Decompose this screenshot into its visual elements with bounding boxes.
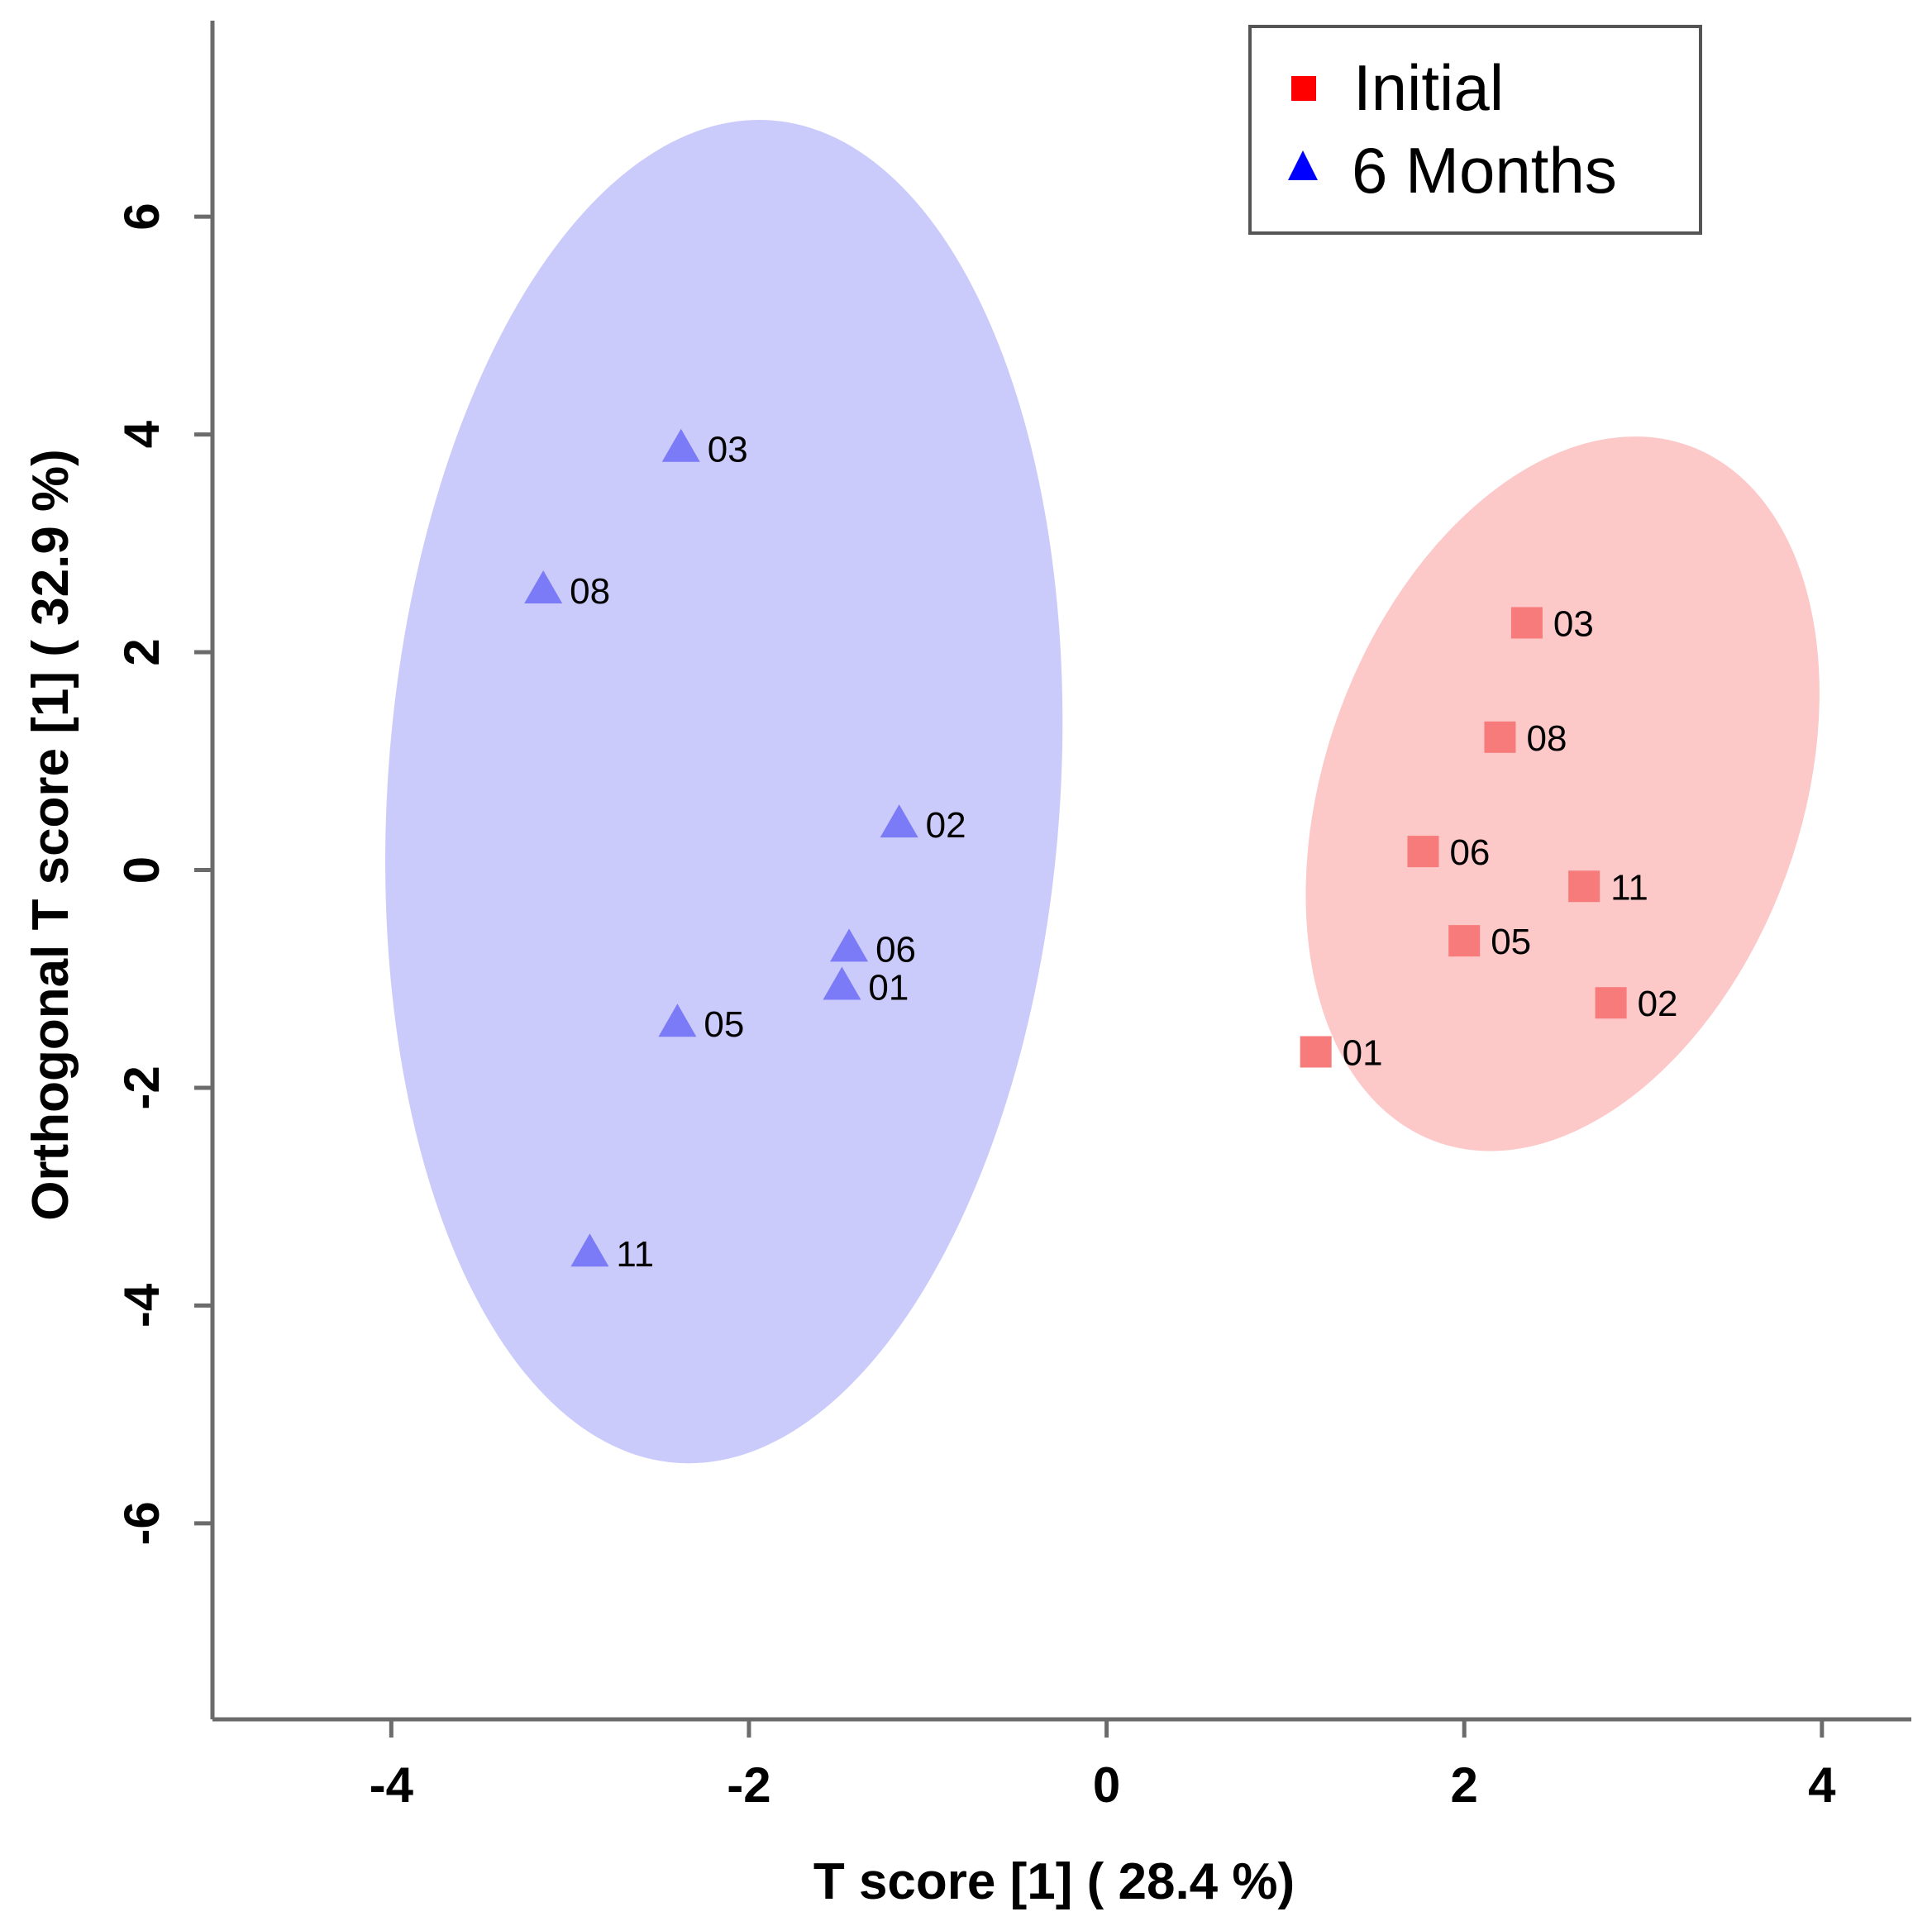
point-initial-03 (1510, 607, 1543, 639)
point-initial-11 (1568, 870, 1600, 903)
y-tick-label-6: 6 (114, 203, 169, 230)
point-label-6-months-03: 03 (708, 430, 748, 470)
point-6-months-05 (658, 1004, 697, 1037)
point-6-months-03 (661, 428, 700, 462)
legend: Initial 6 Months (1248, 25, 1702, 235)
point-6-months-01 (823, 966, 861, 1000)
y-tick-label-4: 4 (114, 420, 169, 448)
x-tick-label-4: 4 (1808, 1757, 1836, 1813)
point-6-months-11 (570, 1233, 609, 1267)
point-initial-01 (1300, 1036, 1332, 1068)
ellipse-initial (1305, 436, 1820, 1151)
point-label-6-months-05: 05 (704, 1004, 744, 1045)
point-initial-05 (1448, 925, 1481, 957)
x-tick-label-2: 2 (1451, 1757, 1478, 1813)
point-label-6-months-06: 06 (875, 929, 916, 970)
point-label-6-months-08: 08 (570, 571, 610, 612)
point-label-initial-06: 06 (1449, 832, 1490, 873)
point-label-6-months-02: 02 (926, 805, 966, 846)
legend-box (1248, 25, 1702, 235)
point-initial-02 (1595, 987, 1627, 1019)
legend-6-months-label: 6 Months (1352, 134, 1617, 207)
point-6-months-06 (830, 928, 869, 962)
point-label-initial-03: 03 (1553, 603, 1594, 644)
y-tick-label--6: -6 (114, 1501, 169, 1545)
point-label-initial-02: 02 (1638, 984, 1678, 1024)
point-label-initial-11: 11 (1610, 867, 1648, 908)
point-label-initial-01: 01 (1343, 1032, 1383, 1073)
y-tick-label-0: 0 (114, 856, 169, 884)
point-6-months-02 (880, 804, 918, 838)
y-axis-title: Orthogonal T score [1] ( 32.9 %) (22, 449, 79, 1221)
point-label-6-months-11: 11 (616, 1234, 654, 1275)
x-tick-label--4: -4 (370, 1757, 414, 1813)
y-tick-label-2: 2 (114, 638, 169, 665)
point-label-6-months-01: 01 (868, 967, 909, 1008)
x-axis-title: T score [1] ( 28.4 %) (813, 1853, 1295, 1910)
point-initial-08 (1484, 721, 1516, 753)
ellipse-6-months (385, 120, 1063, 1464)
x-tick-label--2: -2 (727, 1757, 770, 1813)
y-tick-label--2: -2 (114, 1065, 169, 1109)
legend-6-months-marker (1288, 150, 1318, 180)
y-tick-label--4: -4 (114, 1283, 169, 1328)
legend-initial-marker (1291, 76, 1316, 101)
legend-initial-label: Initial (1353, 51, 1504, 124)
confidence-ellipses (385, 120, 1820, 1464)
point-6-months-08 (524, 570, 563, 603)
point-label-initial-05: 05 (1491, 922, 1531, 962)
x-tick-label-0: 0 (1093, 1757, 1120, 1813)
point-label-initial-08: 08 (1526, 718, 1567, 759)
point-initial-06 (1407, 836, 1439, 868)
